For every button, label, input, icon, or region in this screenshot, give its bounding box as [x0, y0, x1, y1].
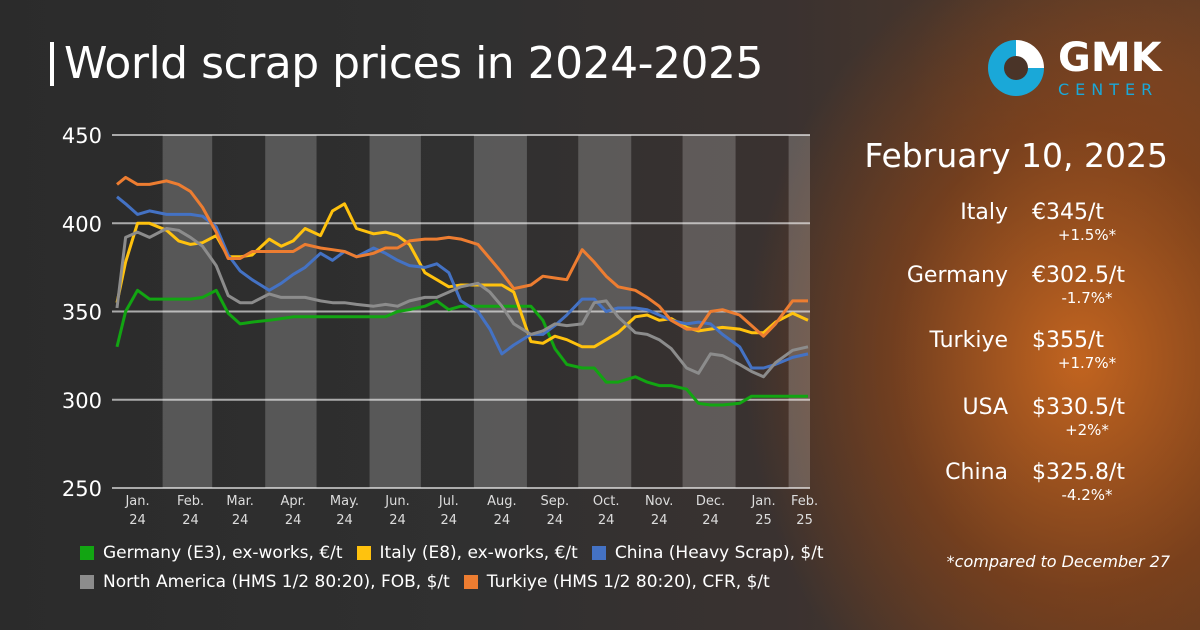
- x-tick-month: Feb.: [791, 494, 818, 509]
- price-change: +1.7%*: [1057, 354, 1117, 372]
- series-lines: [115, 175, 809, 407]
- x-tick-year: 24: [389, 513, 406, 528]
- logo-subtext: CENTER: [1058, 80, 1159, 99]
- legend-swatch: [591, 546, 606, 560]
- x-tick-month: Feb.: [177, 494, 204, 509]
- price-row-usa: USA $330.5/t +2%*: [860, 395, 1180, 455]
- y-tick-label: 250: [62, 477, 102, 501]
- price-change: +1.5%*: [1057, 226, 1117, 244]
- x-tick-year: 24: [441, 513, 458, 528]
- x-tick-year: 24: [232, 513, 249, 528]
- x-tick-month: Jan.: [124, 494, 149, 509]
- logo-ring-icon: [988, 40, 1044, 96]
- x-tick-year: 24: [182, 513, 199, 528]
- x-tick-year: 24: [547, 513, 564, 528]
- price-value: $330.5/t: [1032, 395, 1126, 420]
- x-tick-year: 25: [796, 513, 813, 528]
- y-tick-label: 350: [62, 301, 102, 325]
- footnote: *compared to December 27: [946, 552, 1170, 571]
- series-line-4: [116, 175, 808, 338]
- price-value: €345/t: [1032, 200, 1105, 225]
- x-tick-year: 24: [336, 513, 353, 528]
- price-value: $325.8/t: [1032, 460, 1126, 485]
- y-tick-label: 300: [62, 389, 102, 413]
- x-tick-year: 24: [494, 513, 511, 528]
- x-tick-year: 24: [598, 513, 615, 528]
- legend-row-2: North America (HMS 1/2 80:20), FOB, $/t …: [80, 572, 784, 592]
- price-value: €302.5/t: [1032, 263, 1126, 288]
- legend-label: Germany (E3), ex-works, €/t: [103, 543, 343, 563]
- x-tick-month: Aug.: [487, 494, 517, 509]
- x-axis-ticks: Jan. 24 Feb. 24 Mar. 24 Apr. 24 May. 24 Jun. 24 Jul.…: [124, 494, 818, 528]
- series-line-0: [115, 288, 808, 407]
- price-change: +2%*: [1065, 421, 1109, 439]
- x-tick-month: Apr.: [280, 494, 305, 509]
- page-title: World scrap prices in 2024-2025: [50, 38, 764, 89]
- x-tick-month: Nov.: [645, 494, 674, 509]
- series-line-2: [116, 195, 809, 370]
- legend-label: Turkiye (HMS 1/2 80:20), CFR, $/t: [486, 572, 770, 592]
- x-tick-year: 24: [285, 513, 302, 528]
- legend-item-north-america: North America (HMS 1/2 80:20), FOB, $/t: [80, 572, 450, 592]
- legend-swatch: [356, 546, 371, 560]
- x-tick-month: Oct.: [593, 494, 620, 509]
- legend-item-china: China (Heavy Scrap), $/t: [591, 543, 824, 563]
- y-axis-ticks: 450 400 350 300 250: [62, 124, 102, 501]
- country-label: USA: [962, 395, 1008, 420]
- price-change: -1.7%*: [1061, 289, 1113, 307]
- y-tick-label: 450: [62, 124, 102, 148]
- country-label: Italy: [960, 200, 1008, 225]
- price-change: -4.2%*: [1061, 486, 1113, 504]
- x-tick-year: 24: [651, 513, 668, 528]
- title-accent-bar: [50, 41, 54, 86]
- legend-item-germany: Germany (E3), ex-works, €/t: [80, 543, 343, 563]
- legend-row-1: Germany (E3), ex-works, €/t Italy (E8), …: [80, 543, 838, 563]
- country-label: Germany: [906, 263, 1008, 288]
- country-label: Turkiye: [929, 328, 1009, 353]
- legend-swatch: [80, 575, 94, 589]
- legend-label: Italy (E8), ex-works, €/t: [379, 543, 578, 563]
- x-tick-year: 25: [755, 513, 772, 528]
- y-tick-label: 400: [62, 212, 102, 236]
- gmk-center-logo: GMK CENTER: [988, 38, 1162, 98]
- legend-swatch: [463, 575, 478, 589]
- country-label: China: [945, 460, 1008, 485]
- x-tick-month: Sep.: [541, 494, 570, 509]
- series-line-3: [115, 227, 809, 379]
- legend-item-italy: Italy (E8), ex-works, €/t: [356, 543, 578, 563]
- x-tick-month: Mar.: [226, 494, 253, 509]
- x-tick-month: Dec.: [696, 494, 725, 509]
- panel-date: February 10, 2025: [864, 136, 1168, 175]
- legend-item-turkiye: Turkiye (HMS 1/2 80:20), CFR, $/t: [463, 572, 770, 592]
- price-row-china: China $325.8/t -4.2%*: [860, 460, 1180, 520]
- x-tick-month: Jun.: [384, 494, 409, 509]
- x-tick-year: 24: [702, 513, 719, 528]
- legend-swatch: [80, 546, 94, 560]
- x-tick-month: Jul.: [438, 494, 459, 509]
- x-tick-year: 24: [129, 513, 146, 528]
- legend-label: China (Heavy Scrap), $/t: [614, 543, 824, 563]
- x-tick-month: May.: [330, 494, 359, 509]
- x-tick-month: Jan.: [750, 494, 775, 509]
- logo-text: GMK: [1058, 35, 1162, 81]
- price-row-italy: Italy €345/t +1.5%*: [860, 200, 1180, 260]
- price-row-germany: Germany €302.5/t -1.7%*: [860, 263, 1180, 323]
- title-text: World scrap prices in 2024-2025: [64, 38, 764, 89]
- price-row-turkiye: Turkiye $355/t +1.7%*: [860, 328, 1180, 388]
- legend-label: North America (HMS 1/2 80:20), FOB, $/t: [103, 572, 450, 592]
- price-value: $355/t: [1032, 328, 1105, 353]
